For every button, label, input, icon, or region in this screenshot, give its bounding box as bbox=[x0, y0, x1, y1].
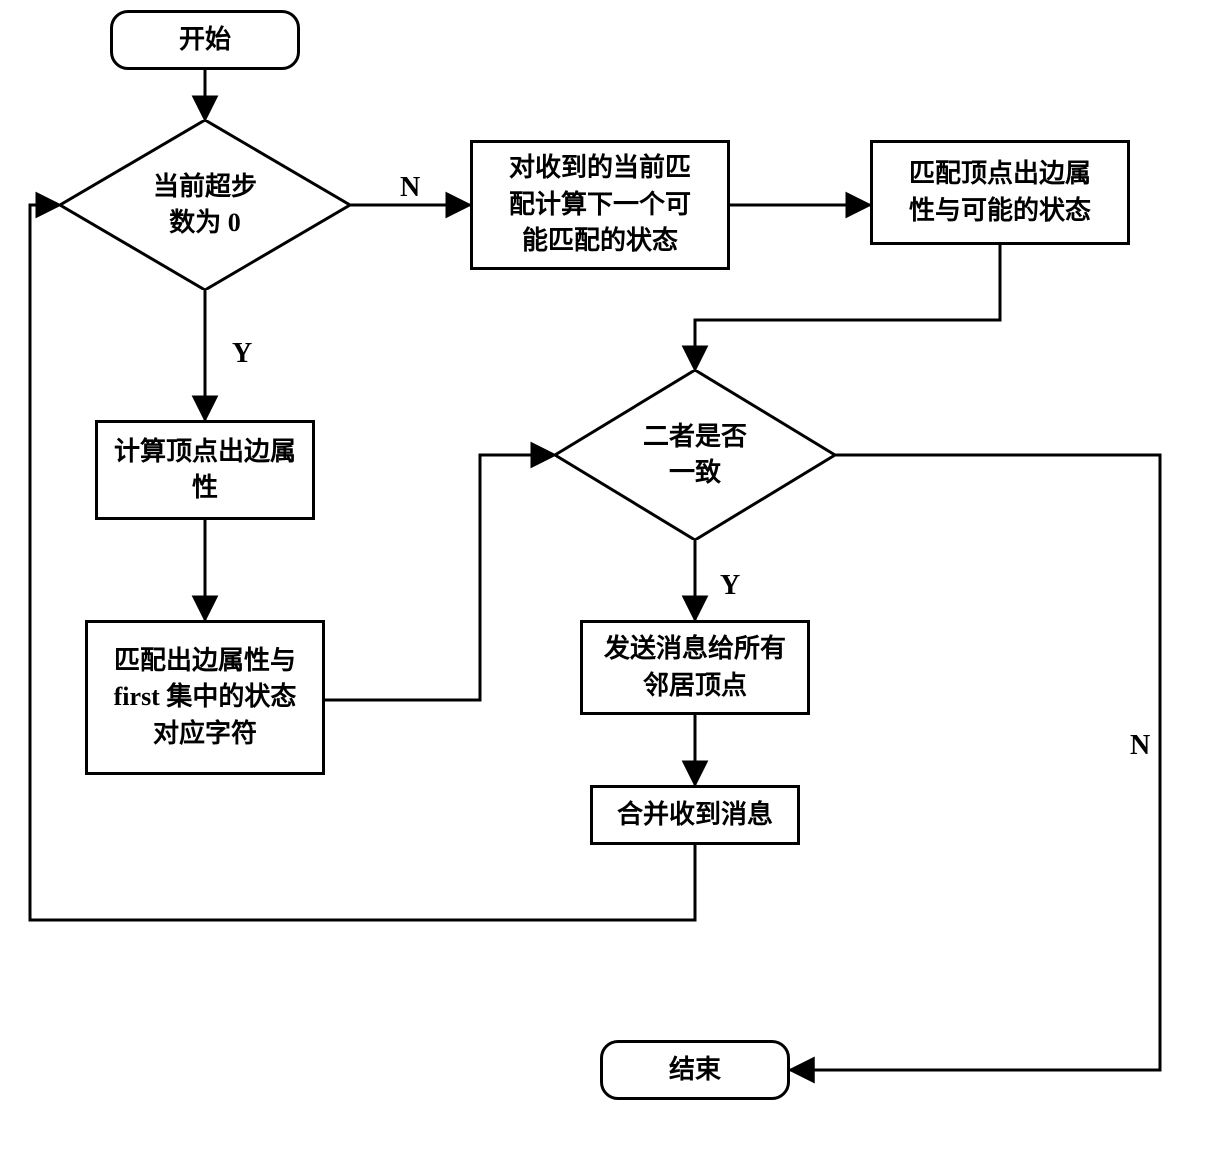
node-match-edge-state-label: 匹配顶点出边属 性与可能的状态 bbox=[909, 156, 1091, 229]
node-calc-edge-attr: 计算顶点出边属 性 bbox=[95, 420, 315, 520]
node-calc-edge-attr-label: 计算顶点出边属 性 bbox=[114, 434, 296, 507]
node-start-label: 开始 bbox=[179, 22, 231, 58]
node-merge-message: 合并收到消息 bbox=[590, 785, 800, 845]
node-calc-next-match: 对收到的当前匹 配计算下一个可 能匹配的状态 bbox=[470, 140, 730, 270]
node-merge-message-label: 合并收到消息 bbox=[617, 797, 773, 833]
node-match-first-set: 匹配出边属性与 first 集中的状态 对应字符 bbox=[85, 620, 325, 775]
node-decision-consistent-label: 二者是否 一致 bbox=[643, 419, 747, 492]
node-match-edge-state: 匹配顶点出边属 性与可能的状态 bbox=[870, 140, 1130, 245]
node-end: 结束 bbox=[600, 1040, 790, 1100]
edge-label-d2-y: Y bbox=[720, 570, 740, 602]
node-match-first-set-label: 匹配出边属性与 first 集中的状态 对应字符 bbox=[114, 643, 297, 752]
node-decision-superstep: 当前超步 数为 0 bbox=[60, 120, 350, 290]
edge-label-d2-n: N bbox=[1130, 730, 1150, 762]
node-send-message: 发送消息给所有 邻居顶点 bbox=[580, 620, 810, 715]
edge-label-d1-n: N bbox=[400, 172, 420, 204]
node-calc-next-match-label: 对收到的当前匹 配计算下一个可 能匹配的状态 bbox=[509, 150, 691, 259]
edge-label-d1-y: Y bbox=[232, 338, 252, 370]
node-send-message-label: 发送消息给所有 邻居顶点 bbox=[604, 631, 786, 704]
node-start: 开始 bbox=[110, 10, 300, 70]
node-decision-consistent: 二者是否 一致 bbox=[555, 370, 835, 540]
node-end-label: 结束 bbox=[669, 1052, 721, 1088]
node-decision-superstep-label: 当前超步 数为 0 bbox=[153, 169, 257, 242]
